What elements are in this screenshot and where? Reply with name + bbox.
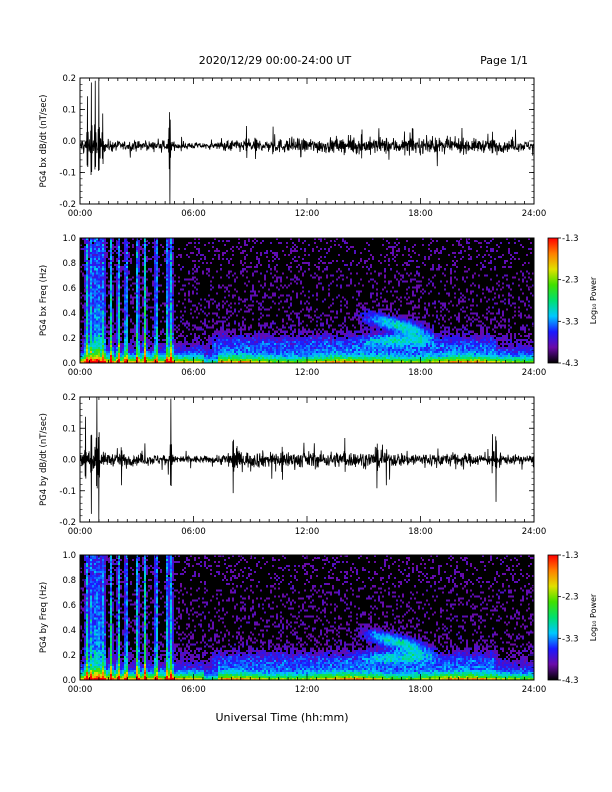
colorbar-label: Log₁₀ Power <box>589 276 598 324</box>
panel-1: 00:00 06:00 12:00 18:00 24:00 0.2 0.1 0.0 -0.1 -0… <box>39 74 546 219</box>
panel-3: 00:00 06:00 12:00 18:00 24:00 0.2 0.1 0.0 -0.1 -0… <box>39 393 546 537</box>
spectrogram-image <box>80 555 534 680</box>
y-tick-label: -0.1 <box>59 169 76 179</box>
x-tick-label: 18:00 <box>408 209 433 219</box>
x-tick-label: 18:00 <box>408 685 433 695</box>
y-tick-label: 0.0 <box>62 456 76 466</box>
y-axis-label: PG4 by dB/dt (nT/sec) <box>39 413 49 506</box>
x-tick-label: 06:00 <box>181 685 206 695</box>
y-axis-label: PG4 bx dB/dt (nT/sec) <box>39 95 49 188</box>
y-tick-label: 0.8 <box>62 576 76 586</box>
y-tick-label: 0.4 <box>62 309 76 319</box>
panel-2: -1.3 -2.3 -3.3 -4.3 Log₁₀ Power 00:00 06:00 12:… <box>39 234 598 378</box>
plot-frame-0 <box>79 77 535 205</box>
x-tick-label: 18:00 <box>408 368 433 378</box>
y-tick-label: 0.6 <box>62 601 76 611</box>
x-tick-label: 00:00 <box>68 685 93 695</box>
y-tick-label: 0.2 <box>62 74 76 84</box>
colorbar-tick-label: -2.3 <box>562 276 579 286</box>
page-number: Page 1/1 <box>480 54 528 67</box>
y-tick-label: -0.1 <box>59 487 76 497</box>
colorbar-tick-label: -2.3 <box>562 593 579 603</box>
y-tick-label: 0.6 <box>62 284 76 294</box>
colorbar-tick-label: -3.3 <box>562 634 579 644</box>
colorbar-tick-label: -1.3 <box>562 234 579 244</box>
y-tick-label: 0.2 <box>62 651 76 661</box>
x-tick-label: 18:00 <box>408 527 433 537</box>
series-line <box>80 397 534 522</box>
x-tick-label: 24:00 <box>522 368 547 378</box>
y-tick-label: 0.4 <box>62 626 76 636</box>
x-tick-label: 24:00 <box>522 527 547 537</box>
x-tick-label: 00:00 <box>68 368 93 378</box>
x-tick-label: 06:00 <box>181 368 206 378</box>
y-tick-label: 0.2 <box>62 393 76 403</box>
y-tick-label: 1.0 <box>62 234 76 244</box>
page-title: 2020/12/29 00:00-24:00 UT <box>199 54 352 67</box>
colorbar-3 <box>547 554 559 681</box>
series-line <box>80 78 534 204</box>
x-tick-label: 24:00 <box>522 209 547 219</box>
y-tick-label: 0.0 <box>62 359 76 369</box>
x-tick-label: 12:00 <box>295 527 320 537</box>
x-tick-label: 24:00 <box>522 685 547 695</box>
colorbar-tick-label: -1.3 <box>562 551 579 561</box>
colorbar-tick-label: -4.3 <box>562 359 579 369</box>
colorbar-tick-label: -3.3 <box>562 317 579 327</box>
colorbar-label: Log₁₀ Power <box>589 593 598 641</box>
y-tick-label: 0.1 <box>62 424 76 434</box>
y-tick-label: 0.1 <box>62 106 76 116</box>
panel-4: -1.3 -2.3 -3.3 -4.3 Log₁₀ Power 00:00 06:00 12:… <box>39 551 598 695</box>
y-axis-label: PG4 bx Freq (Hz) <box>39 265 49 336</box>
y-tick-label: 0.0 <box>62 676 76 686</box>
x-tick-label: 12:00 <box>295 209 320 219</box>
y-tick-label: 0.0 <box>62 137 76 147</box>
colorbar-tick-label: -4.3 <box>562 676 579 686</box>
panels-group: 00:00 06:00 12:00 18:00 24:00 0.2 0.1 0.0 -0.1 -0… <box>39 74 598 695</box>
x-tick-label: 00:00 <box>68 527 93 537</box>
x-tick-label: 00:00 <box>68 209 93 219</box>
colorbar-1 <box>547 237 559 364</box>
y-tick-label: 1.0 <box>62 551 76 561</box>
y-tick-label: 0.8 <box>62 259 76 269</box>
y-tick-label: -0.2 <box>59 518 76 528</box>
spectrogram-image <box>80 238 534 363</box>
x-tick-label: 06:00 <box>181 209 206 219</box>
x-tick-label: 06:00 <box>181 527 206 537</box>
y-tick-label: -0.2 <box>59 200 76 210</box>
y-tick-label: 0.2 <box>62 334 76 344</box>
x-tick-label: 12:00 <box>295 368 320 378</box>
x-axis-label: Universal Time (hh:mm) <box>216 711 349 724</box>
x-tick-label: 12:00 <box>295 685 320 695</box>
y-axis-label: PG4 by Freq (Hz) <box>39 582 49 653</box>
